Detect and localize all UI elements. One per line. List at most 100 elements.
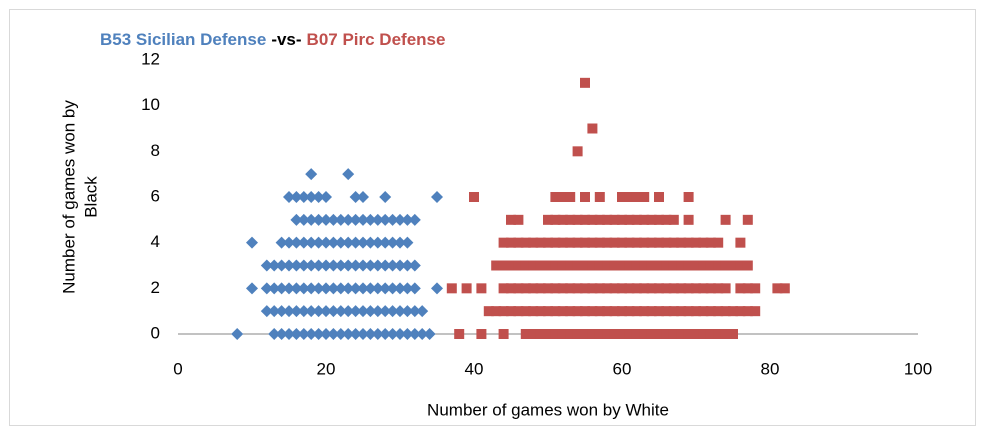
point bbox=[617, 306, 627, 317]
point bbox=[283, 328, 295, 340]
point bbox=[713, 260, 724, 271]
point bbox=[312, 305, 325, 318]
point bbox=[683, 214, 694, 225]
point bbox=[327, 305, 340, 318]
point bbox=[550, 306, 561, 317]
point bbox=[617, 260, 627, 271]
point bbox=[461, 283, 472, 294]
chart-title: B53 Sicilian Defense -vs- B07 Pirc Defense bbox=[100, 30, 445, 49]
point bbox=[320, 236, 332, 249]
point bbox=[550, 260, 561, 271]
point bbox=[654, 192, 664, 202]
point bbox=[668, 260, 679, 271]
point bbox=[364, 213, 377, 226]
point bbox=[431, 191, 443, 203]
point bbox=[327, 328, 340, 340]
title-part: -vs- bbox=[271, 30, 301, 49]
point bbox=[320, 213, 332, 226]
point bbox=[705, 306, 716, 317]
point bbox=[698, 260, 709, 271]
point bbox=[446, 283, 457, 294]
point bbox=[246, 282, 258, 295]
point bbox=[624, 214, 635, 225]
point bbox=[506, 283, 516, 294]
point bbox=[371, 213, 384, 226]
point bbox=[379, 282, 392, 295]
point bbox=[513, 283, 524, 294]
point bbox=[565, 192, 576, 202]
point bbox=[357, 259, 369, 272]
point bbox=[602, 260, 613, 271]
point bbox=[349, 191, 362, 203]
point bbox=[379, 191, 392, 203]
point bbox=[742, 214, 753, 225]
point bbox=[364, 328, 377, 340]
point bbox=[602, 283, 613, 294]
x-tick-label: 20 bbox=[317, 359, 336, 378]
point bbox=[386, 259, 399, 272]
point bbox=[543, 329, 553, 339]
point bbox=[334, 213, 347, 226]
point bbox=[342, 282, 355, 295]
point bbox=[246, 236, 258, 249]
point bbox=[624, 283, 635, 294]
point bbox=[720, 306, 731, 317]
point bbox=[661, 329, 672, 339]
point bbox=[379, 259, 392, 272]
point bbox=[305, 328, 318, 340]
point bbox=[609, 283, 620, 294]
point bbox=[320, 282, 332, 295]
point bbox=[705, 237, 716, 248]
point bbox=[386, 213, 399, 226]
point bbox=[624, 192, 635, 202]
point bbox=[520, 306, 531, 317]
point bbox=[580, 329, 590, 339]
point bbox=[639, 237, 650, 248]
y-axis-label-line: Black bbox=[81, 176, 100, 218]
point bbox=[364, 236, 377, 249]
point bbox=[297, 236, 310, 249]
point bbox=[491, 260, 502, 271]
point bbox=[401, 259, 414, 272]
y-tick-label: 2 bbox=[151, 278, 160, 297]
point bbox=[275, 305, 288, 318]
point bbox=[535, 306, 546, 317]
point bbox=[668, 329, 679, 339]
point bbox=[386, 236, 399, 249]
point bbox=[698, 283, 709, 294]
point bbox=[705, 329, 716, 339]
point bbox=[260, 305, 273, 318]
y-tick-label: 6 bbox=[151, 186, 160, 205]
point bbox=[557, 306, 568, 317]
point bbox=[290, 282, 303, 295]
point bbox=[587, 237, 598, 248]
point bbox=[268, 282, 281, 295]
point bbox=[349, 236, 362, 249]
point bbox=[506, 260, 516, 271]
point bbox=[290, 236, 303, 249]
point bbox=[290, 213, 303, 226]
x-tick-label: 100 bbox=[904, 359, 932, 378]
point bbox=[609, 329, 620, 339]
point bbox=[528, 306, 539, 317]
y-axis-label-line: Number of games won by bbox=[59, 100, 78, 294]
point bbox=[602, 237, 613, 248]
point bbox=[557, 214, 568, 225]
point bbox=[423, 328, 436, 340]
point bbox=[297, 259, 310, 272]
point bbox=[617, 329, 627, 339]
point bbox=[305, 305, 318, 318]
title-part: B07 Pirc Defense bbox=[307, 30, 446, 49]
point bbox=[371, 259, 384, 272]
point bbox=[275, 282, 288, 295]
point bbox=[580, 237, 590, 248]
point bbox=[342, 305, 355, 318]
point bbox=[720, 260, 731, 271]
point bbox=[327, 213, 340, 226]
point bbox=[394, 328, 406, 340]
point bbox=[268, 259, 281, 272]
x-tick-label: 40 bbox=[465, 359, 484, 378]
point bbox=[550, 237, 561, 248]
point bbox=[624, 329, 635, 339]
